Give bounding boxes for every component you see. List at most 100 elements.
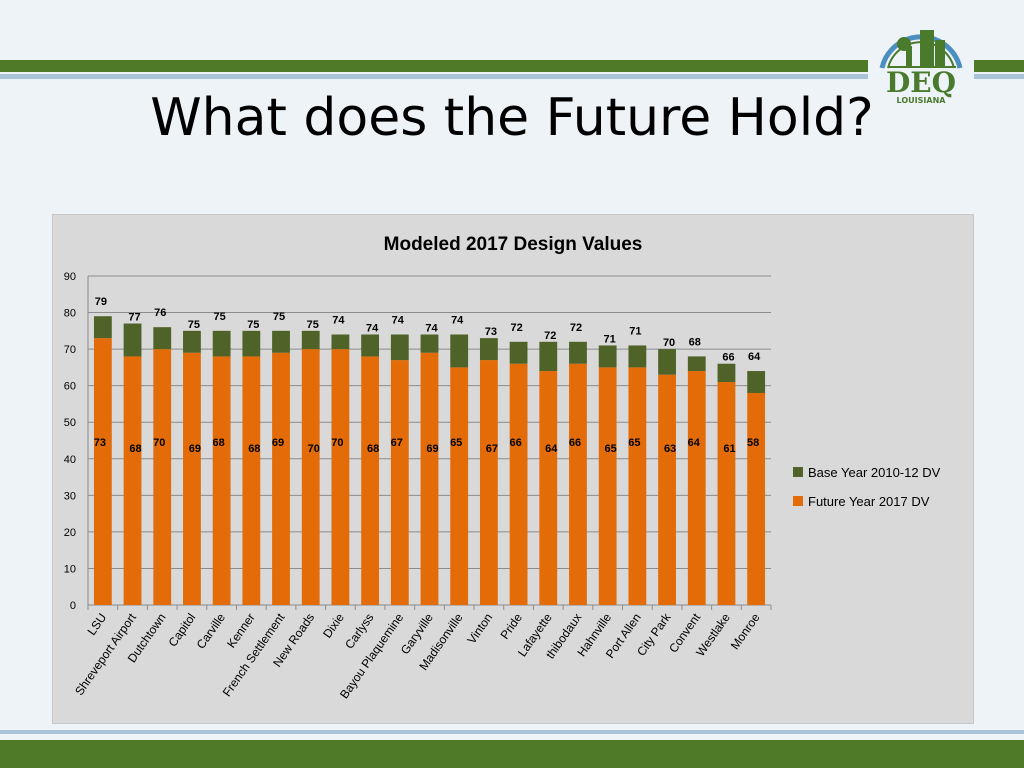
bar-base-year-2010-12 [569,342,587,364]
bar-base-year-2010-12 [213,331,231,357]
bar-future-year-2017 [480,360,498,605]
bar-future-year-2017 [94,338,112,605]
bar-base-year-2010-12 [747,371,765,393]
data-label-future: 68 [129,443,141,455]
y-tick-label: 40 [64,454,76,466]
bar-base-year-2010-12 [153,327,171,349]
data-label-future: 65 [628,437,640,449]
bar-future-year-2017 [153,349,171,605]
bar-future-year-2017 [539,371,557,605]
data-label-base: 66 [722,352,734,364]
data-label-future: 70 [331,437,343,449]
bar-base-year-2010-12 [688,356,706,371]
bar-base-year-2010-12 [94,316,112,338]
bar-base-year-2010-12 [510,342,528,364]
data-label-base: 71 [629,325,641,337]
y-tick-label: 20 [64,527,76,539]
bar-future-year-2017 [242,356,260,605]
data-label-base: 74 [366,322,379,334]
data-label-future: 65 [450,437,462,449]
bar-base-year-2010-12 [658,349,676,375]
x-tick-label: Dixie [320,610,347,640]
bar-future-year-2017 [658,375,676,605]
legend-label: Base Year 2010-12 DV [808,465,941,480]
y-tick-label: 0 [70,600,76,612]
data-label-base: 72 [570,322,582,334]
bar-future-year-2017 [628,367,646,605]
data-label-base: 75 [188,319,200,331]
data-label-future: 68 [367,443,379,455]
bar-future-year-2017 [183,353,201,605]
data-label-future: 66 [569,437,581,449]
data-label-base: 79 [95,296,107,308]
bar-future-year-2017 [510,364,528,605]
data-label-base: 73 [485,326,497,338]
y-tick-label: 30 [64,490,76,502]
bar-future-year-2017 [361,356,379,605]
bar-base-year-2010-12 [183,331,201,353]
bar-future-year-2017 [599,367,617,605]
y-tick-label: 10 [64,563,76,575]
bar-future-year-2017 [688,371,706,605]
data-label-base: 71 [604,333,616,345]
bar-future-year-2017 [450,367,468,605]
data-label-base: 72 [544,330,556,342]
data-label-base: 77 [128,312,140,324]
data-label-future: 66 [509,437,521,449]
bar-base-year-2010-12 [124,324,142,357]
bar-future-year-2017 [569,364,587,605]
bar-base-year-2010-12 [242,331,260,357]
bottom-band-blue [0,730,1024,734]
y-tick-label: 60 [64,381,76,393]
data-label-base: 70 [663,337,675,349]
bar-future-year-2017 [747,393,765,605]
x-tick-label: Carville [194,610,229,651]
bar-future-year-2017 [272,353,290,605]
data-label-base: 74 [451,314,464,326]
chart-title: Modeled 2017 Design Values [384,234,643,255]
y-tick-label: 50 [64,417,76,429]
bar-future-year-2017 [302,349,320,605]
data-label-future: 68 [213,437,225,449]
data-label-future: 65 [605,443,617,455]
data-label-future: 67 [391,437,403,449]
data-label-base: 75 [214,311,226,323]
bar-future-year-2017 [213,356,231,605]
data-label-base: 75 [273,311,285,323]
bar-base-year-2010-12 [628,345,646,367]
data-label-future: 70 [308,443,320,455]
legend-label: Future Year 2017 DV [808,494,930,509]
data-label-base: 76 [154,307,166,319]
bar-future-year-2017 [391,360,409,605]
data-label-base: 68 [689,336,701,348]
data-label-future: 73 [94,437,106,449]
data-label-future: 58 [747,437,759,449]
data-label-future: 64 [545,443,558,455]
bar-base-year-2010-12 [599,345,617,367]
data-label-future: 63 [664,443,676,455]
legend-swatch [793,496,803,506]
data-label-future: 61 [723,443,735,455]
data-label-future: 68 [248,443,260,455]
bar-future-year-2017 [718,382,736,605]
data-label-future: 67 [486,443,498,455]
bar-base-year-2010-12 [539,342,557,371]
y-tick-label: 90 [64,271,76,283]
bottom-band-green [0,740,1024,768]
x-tick-label: Monroe [728,610,763,652]
bar-base-year-2010-12 [450,334,468,367]
data-label-future: 69 [272,437,284,449]
x-tick-label: Pride [498,610,526,641]
bar-future-year-2017 [124,356,142,605]
data-label-base: 74 [392,314,405,326]
legend-swatch [793,467,803,477]
bar-base-year-2010-12 [421,334,439,352]
bar-base-year-2010-12 [332,334,350,349]
data-label-base: 72 [510,322,522,334]
data-label-base: 75 [247,319,259,331]
data-label-base: 74 [425,322,438,334]
bar-base-year-2010-12 [272,331,290,353]
data-label-future: 69 [426,443,438,455]
y-tick-label: 80 [64,308,76,320]
bar-base-year-2010-12 [480,338,498,360]
